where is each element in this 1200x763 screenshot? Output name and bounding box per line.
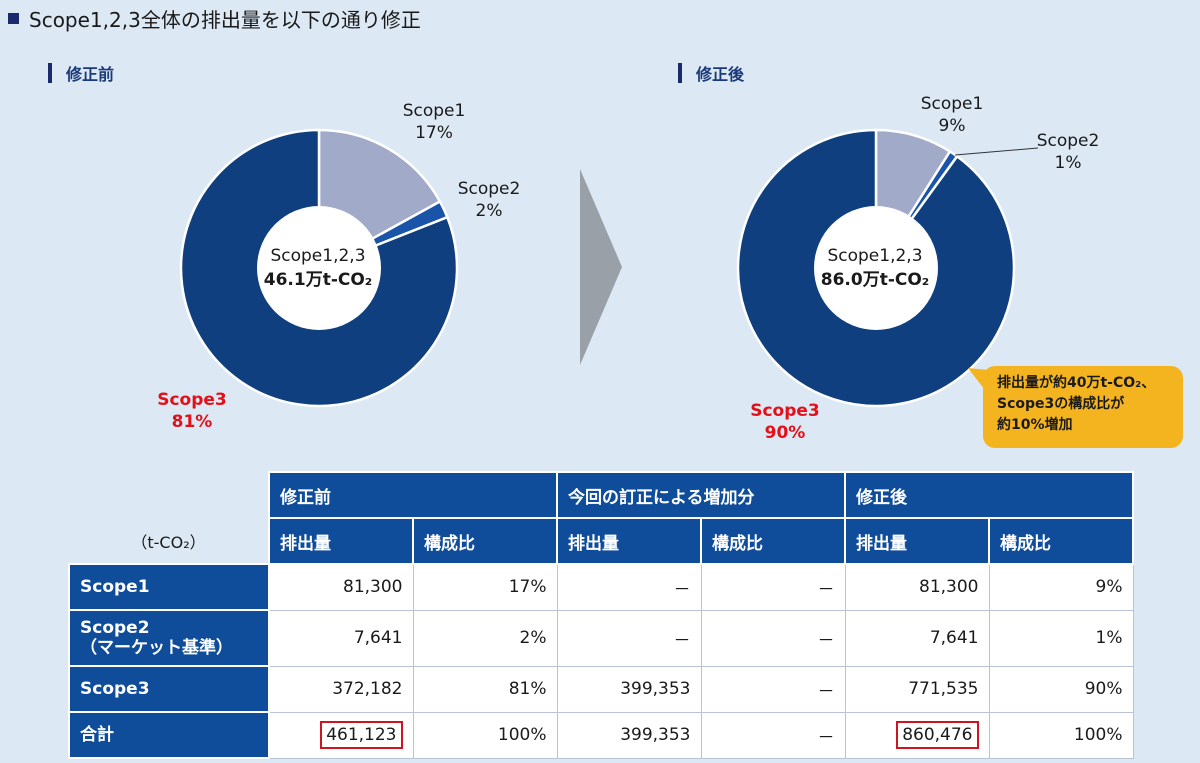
before-scope1-label: Scope1 17% — [394, 100, 474, 144]
before-donut-hole — [257, 206, 381, 330]
table-unit-label: （t-CO₂） — [131, 532, 206, 552]
after-center-line2: 86.0万t-CO₂ — [820, 270, 930, 290]
group-header-increase: 今回の訂正による増加分 — [556, 471, 846, 519]
after-scope2-pct: 1% — [1054, 153, 1082, 173]
before-center-line1: Scope1,2,3 — [270, 246, 366, 266]
row-header-scope2: Scope2 （マーケット基準） — [68, 609, 270, 667]
before-scope3-name: Scope3 — [157, 390, 227, 410]
table-cell: 90% — [988, 665, 1134, 713]
subheader-ratio: 構成比 — [988, 517, 1134, 565]
group-header-before: 修正前 — [268, 471, 558, 519]
after-scope3-label: Scope3 90% — [745, 400, 825, 444]
table-cell: 860,476 — [844, 711, 990, 759]
arrow-right-icon — [580, 169, 622, 365]
table-cell: 2% — [412, 609, 558, 667]
table-row: Scope1 81,300 17% － － 81,300 9% — [68, 563, 1134, 611]
section-bar-icon — [48, 63, 52, 83]
table-cell: － — [700, 665, 846, 713]
table-row: Scope3 372,182 81% 399,353 － 771,535 90% — [68, 665, 1134, 713]
table-cell: 7,641 — [844, 609, 990, 667]
title-bullet-icon — [8, 13, 19, 24]
after-donut-hole — [814, 206, 938, 330]
after-scope2-label: Scope2 1% — [1028, 130, 1108, 174]
table-cell: 81,300 — [844, 563, 990, 611]
table-cell: 100% — [988, 711, 1134, 759]
table-cell: 100% — [412, 711, 558, 759]
after-scope1-name: Scope1 — [920, 94, 984, 114]
after-section-label: 修正後 — [678, 61, 744, 85]
before-scope1-pct: 17% — [415, 123, 453, 143]
pie-chart-after — [736, 128, 1016, 408]
before-section-label: 修正前 — [48, 61, 114, 85]
after-center-line1: Scope1,2,3 — [827, 246, 923, 266]
table-cell: 17% — [412, 563, 558, 611]
table-cell: 1% — [988, 609, 1134, 667]
highlight-box: 860,476 — [896, 721, 979, 749]
table-cell: 399,353 — [556, 711, 702, 759]
before-scope2-label: Scope2 2% — [449, 178, 529, 222]
before-scope2-pct: 2% — [475, 201, 503, 221]
table-cell: － — [556, 563, 702, 611]
after-scope3-name: Scope3 — [750, 401, 820, 421]
before-scope3-label: Scope3 81% — [152, 389, 232, 433]
table-cell: 7,641 — [268, 609, 414, 667]
pie-chart-before — [179, 128, 459, 408]
after-scope1-label: Scope1 9% — [912, 93, 992, 137]
callout-line1: 排出量が約40万t-CO₂、 — [997, 375, 1156, 391]
row-header-scope1: Scope1 — [68, 563, 270, 611]
table-cell: 81% — [412, 665, 558, 713]
row-header-scope2-line1: Scope2 — [80, 618, 150, 638]
after-label-text: 修正後 — [696, 65, 745, 84]
table-cell: 372,182 — [268, 665, 414, 713]
callout-line3: 約10%増加 — [997, 417, 1073, 433]
before-center-label: Scope1,2,3 46.1万t-CO₂ — [248, 244, 388, 292]
callout-line2: Scope3の構成比が — [997, 396, 1125, 412]
subheader-emissions: 排出量 — [844, 517, 990, 565]
callout-box: 排出量が約40万t-CO₂、 Scope3の構成比が 約10%増加 — [983, 366, 1183, 448]
row-header-total: 合計 — [68, 711, 270, 759]
before-label-text: 修正前 — [66, 65, 115, 84]
table-corner — [69, 472, 269, 518]
table-cell: － — [700, 711, 846, 759]
after-center-label: Scope1,2,3 86.0万t-CO₂ — [805, 244, 945, 292]
subheader-ratio: 構成比 — [412, 517, 558, 565]
before-scope1-name: Scope1 — [402, 101, 466, 121]
table-cell: 81,300 — [268, 563, 414, 611]
table-cell: － — [556, 609, 702, 667]
section-bar-icon — [678, 63, 682, 83]
subheader-emissions: 排出量 — [268, 517, 414, 565]
table-cell: － — [700, 609, 846, 667]
after-scope3-pct: 90% — [764, 423, 806, 443]
table-row: 合計 461,123 100% 399,353 － 860,476 100% — [68, 711, 1134, 759]
highlight-box: 461,123 — [320, 721, 403, 749]
page-title-text: Scope1,2,3全体の排出量を以下の通り修正 — [29, 8, 421, 32]
after-scope2-name: Scope2 — [1036, 131, 1100, 151]
table-row: Scope2 （マーケット基準） 7,641 2% － － 7,641 1% — [68, 609, 1134, 667]
row-header-scope3: Scope3 — [68, 665, 270, 713]
before-scope2-name: Scope2 — [457, 179, 521, 199]
page-title: Scope1,2,3全体の排出量を以下の通り修正 — [8, 4, 421, 33]
group-header-after: 修正後 — [844, 471, 1134, 519]
table-cell: － — [700, 563, 846, 611]
row-header-scope2-line2: （マーケット基準） — [80, 638, 233, 658]
after-scope1-pct: 9% — [938, 116, 966, 136]
table-cell: 9% — [988, 563, 1134, 611]
subheader-ratio: 構成比 — [700, 517, 846, 565]
table-cell: 461,123 — [268, 711, 414, 759]
table-cell: 399,353 — [556, 665, 702, 713]
table-cell: 771,535 — [844, 665, 990, 713]
subheader-emissions: 排出量 — [556, 517, 702, 565]
emissions-table: 修正前 今回の訂正による増加分 修正後 （t-CO₂） 排出量 構成比 排出量 … — [68, 471, 1134, 759]
before-scope3-pct: 81% — [171, 412, 213, 432]
before-center-line2: 46.1万t-CO₂ — [263, 270, 373, 290]
